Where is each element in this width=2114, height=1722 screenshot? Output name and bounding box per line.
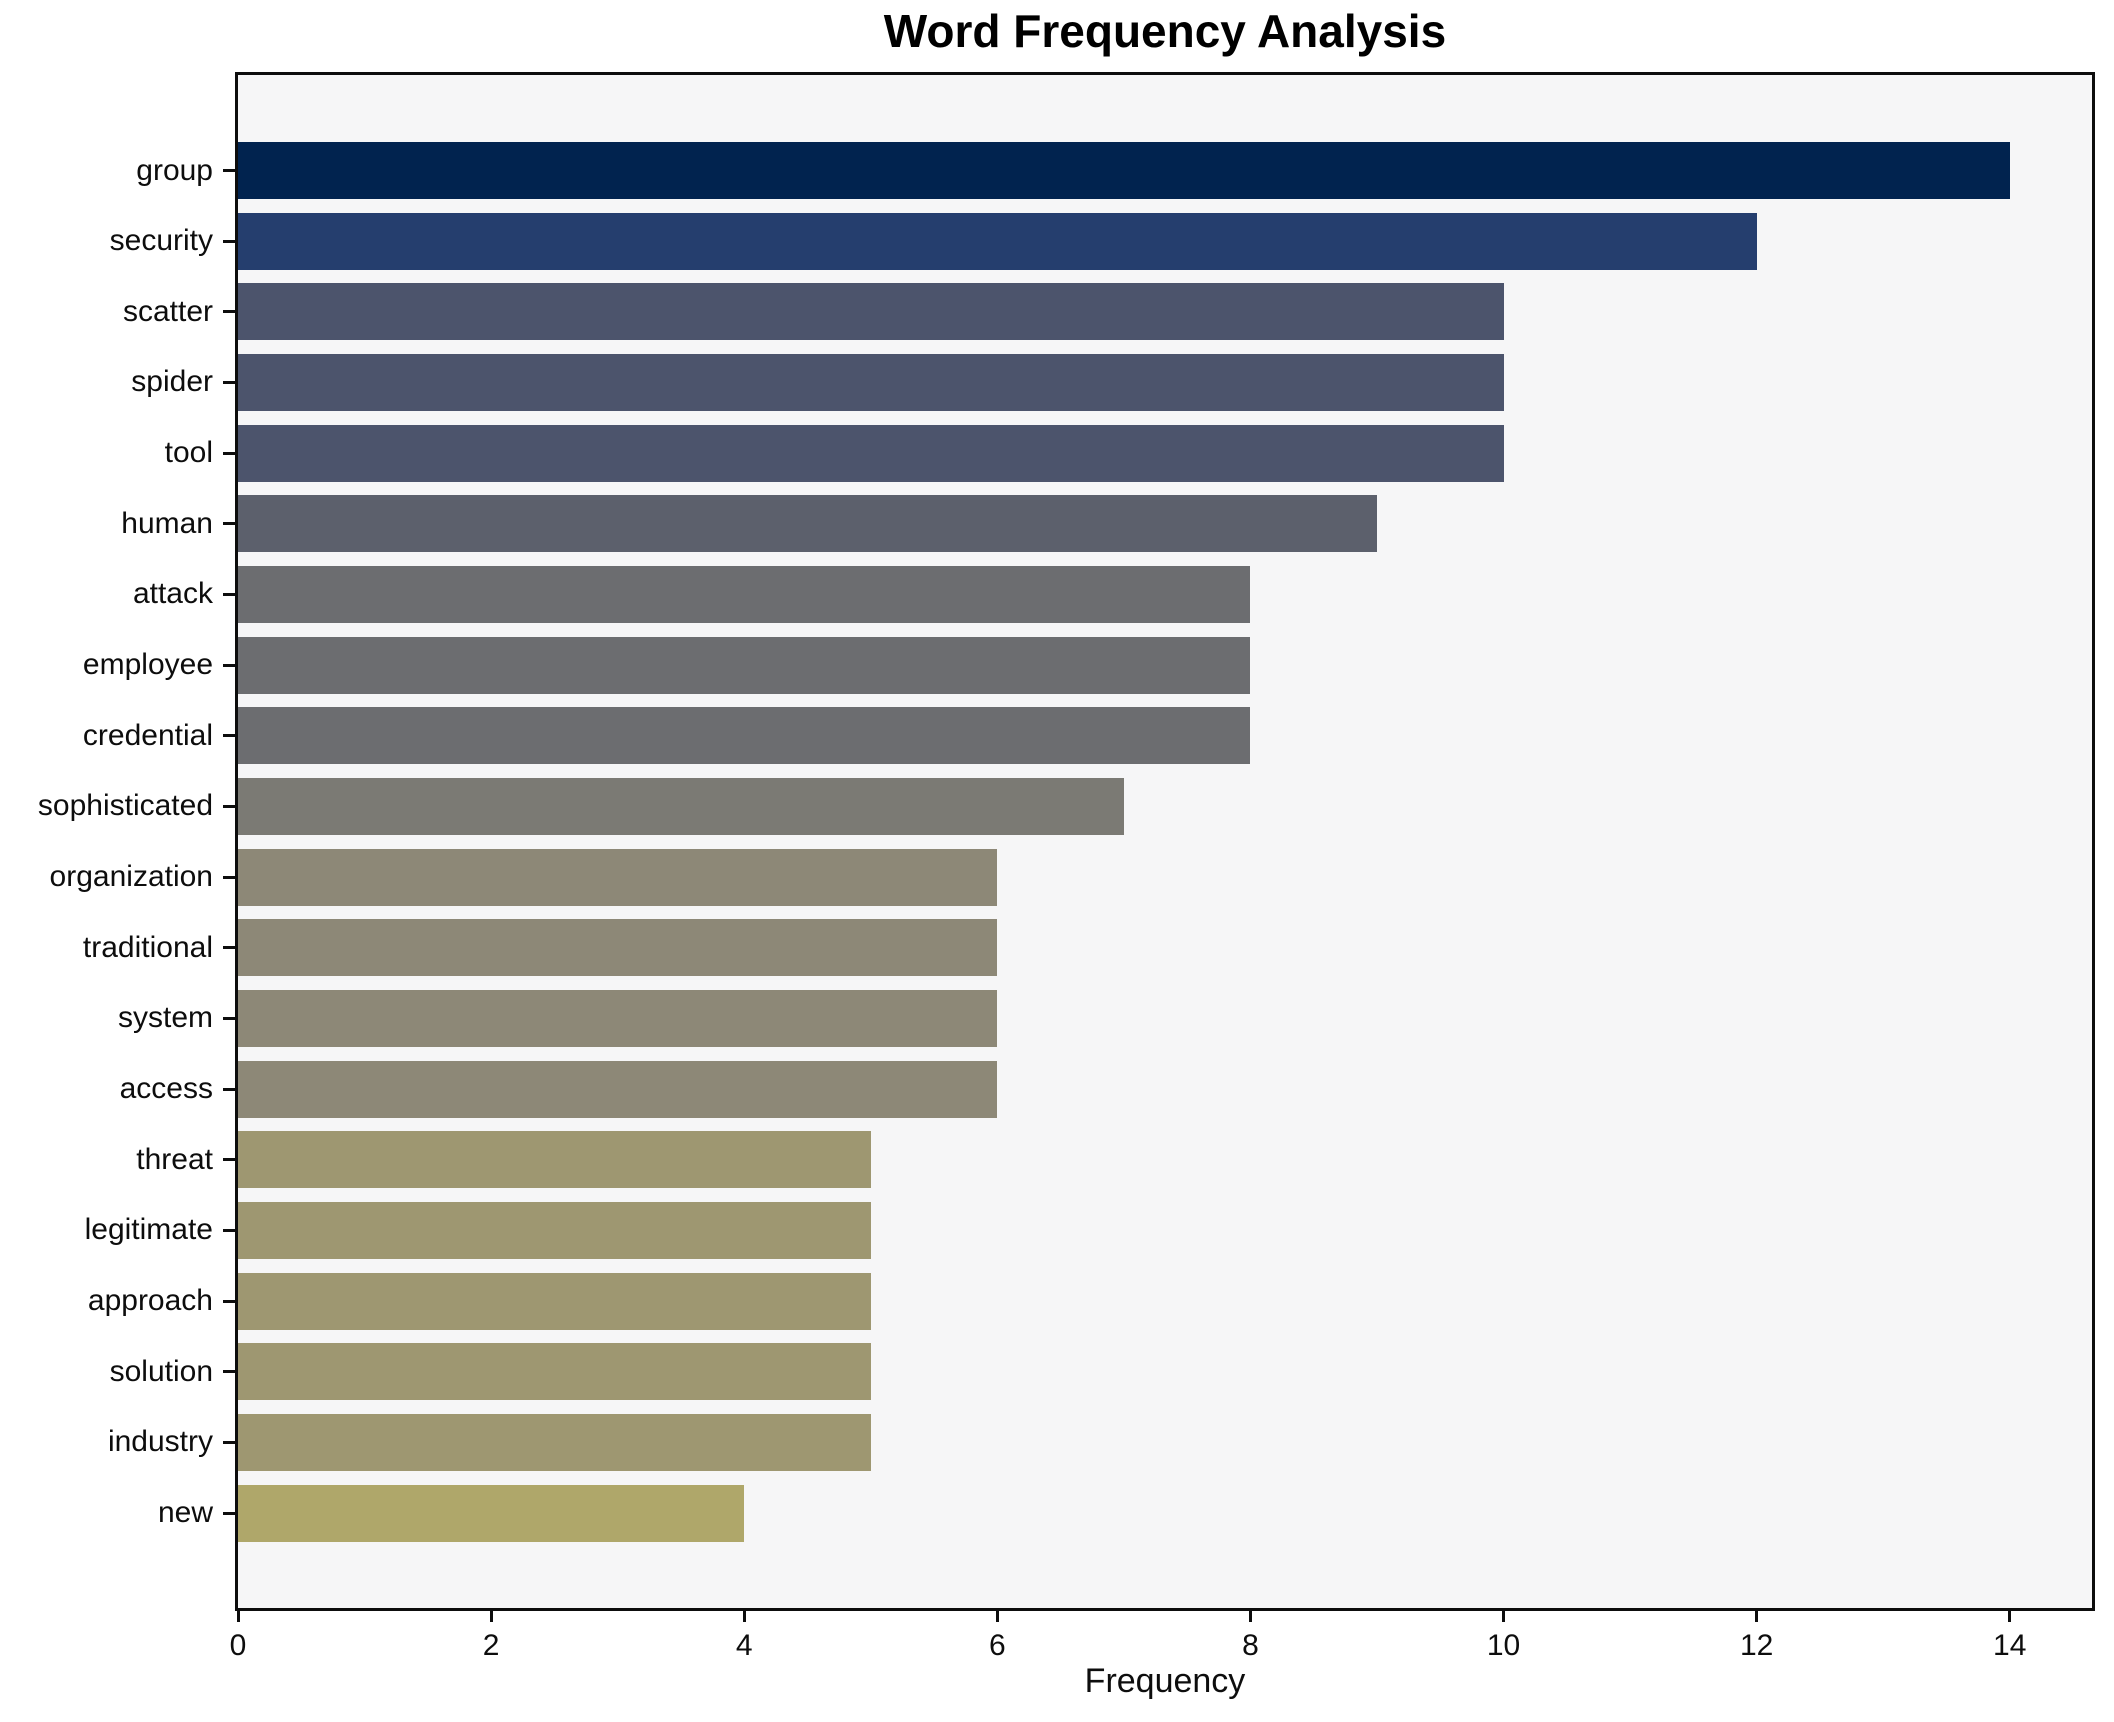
y-tick-label: tool <box>164 436 213 470</box>
y-tick-mark <box>223 663 235 667</box>
x-axis-label: Frequency <box>1084 1662 1246 1700</box>
y-tick-label: employee <box>82 648 213 682</box>
y-tick-label: industry <box>107 1425 213 1459</box>
x-tick-mark <box>995 1611 999 1622</box>
y-tick-mark <box>223 1440 235 1444</box>
bar-tool <box>238 424 1504 482</box>
bar-solution <box>238 1343 871 1401</box>
bar-industry <box>238 1413 871 1471</box>
bar-threat <box>238 1131 871 1189</box>
y-tick-mark <box>223 1016 235 1020</box>
bar-credential <box>238 707 1250 765</box>
bar-security <box>238 212 1757 270</box>
bar-employee <box>238 636 1250 694</box>
x-tick-label: 4 <box>735 1629 753 1662</box>
x-tick-label: 12 <box>1739 1629 1774 1662</box>
bar-group <box>238 142 2010 199</box>
bar-approach <box>238 1272 871 1330</box>
y-tick-mark <box>223 522 235 526</box>
y-tick-label: threat <box>136 1142 213 1176</box>
y-tick-label: scatter <box>122 294 213 328</box>
x-tick-mark <box>2008 1611 2012 1622</box>
y-tick-mark <box>223 804 235 808</box>
y-tick-mark <box>223 592 235 596</box>
y-tick-label: system <box>117 1001 213 1035</box>
bar-new <box>238 1484 744 1542</box>
bar-human <box>238 495 1377 553</box>
x-tick-label: 10 <box>1486 1629 1521 1662</box>
y-tick-label: approach <box>87 1284 213 1318</box>
x-tick-label: 14 <box>1993 1629 2027 1662</box>
x-tick-mark <box>489 1611 493 1622</box>
x-tick-mark <box>236 1611 240 1622</box>
y-tick-mark <box>223 380 235 384</box>
y-tick-label: security <box>109 224 213 258</box>
y-tick-mark <box>223 1228 235 1232</box>
y-tick-label: legitimate <box>84 1213 213 1247</box>
x-tick-label: 2 <box>482 1629 500 1662</box>
x-tick-mark <box>1502 1611 1506 1622</box>
y-tick-label: organization <box>49 860 213 894</box>
bar-traditional <box>238 919 997 977</box>
y-tick-label: attack <box>132 577 213 611</box>
y-tick-label: credential <box>82 718 213 752</box>
y-tick-mark <box>223 946 235 950</box>
y-tick-label: traditional <box>82 930 213 964</box>
y-tick-mark <box>223 1370 235 1374</box>
y-tick-mark <box>223 1087 235 1091</box>
y-tick-mark <box>223 875 235 879</box>
bar-access <box>238 1060 997 1118</box>
y-tick-mark <box>223 169 235 172</box>
y-tick-label: human <box>121 506 213 540</box>
bar-legitimate <box>238 1201 871 1259</box>
y-tick-label: access <box>119 1072 213 1106</box>
y-tick-label: new <box>157 1496 213 1530</box>
y-tick-label: solution <box>109 1354 213 1388</box>
x-tick-mark <box>742 1611 746 1622</box>
x-tick-mark <box>1755 1611 1759 1622</box>
x-tick-mark <box>1248 1611 1252 1622</box>
y-tick-label: spider <box>131 365 213 399</box>
x-tick-label: 6 <box>988 1629 1006 1662</box>
y-tick-mark <box>223 239 235 243</box>
y-tick-mark <box>223 1299 235 1303</box>
y-tick-label: group <box>136 153 213 187</box>
y-tick-mark <box>223 1158 235 1162</box>
plot-area <box>235 72 2095 1611</box>
bar-sophisticated <box>238 777 1124 835</box>
bar-scatter <box>238 283 1504 341</box>
y-tick-mark <box>223 451 235 455</box>
y-tick-mark <box>223 1511 235 1515</box>
bar-organization <box>238 848 997 906</box>
x-tick-label: 8 <box>1242 1629 1259 1662</box>
y-tick-mark <box>223 310 235 314</box>
bar-spider <box>238 353 1504 411</box>
x-tick-label: 0 <box>229 1629 247 1662</box>
y-tick-label: sophisticated <box>37 789 213 823</box>
bar-attack <box>238 565 1250 623</box>
y-tick-mark <box>223 734 235 738</box>
chart-title: Word Frequency Analysis <box>883 5 1447 57</box>
bar-system <box>238 989 997 1047</box>
